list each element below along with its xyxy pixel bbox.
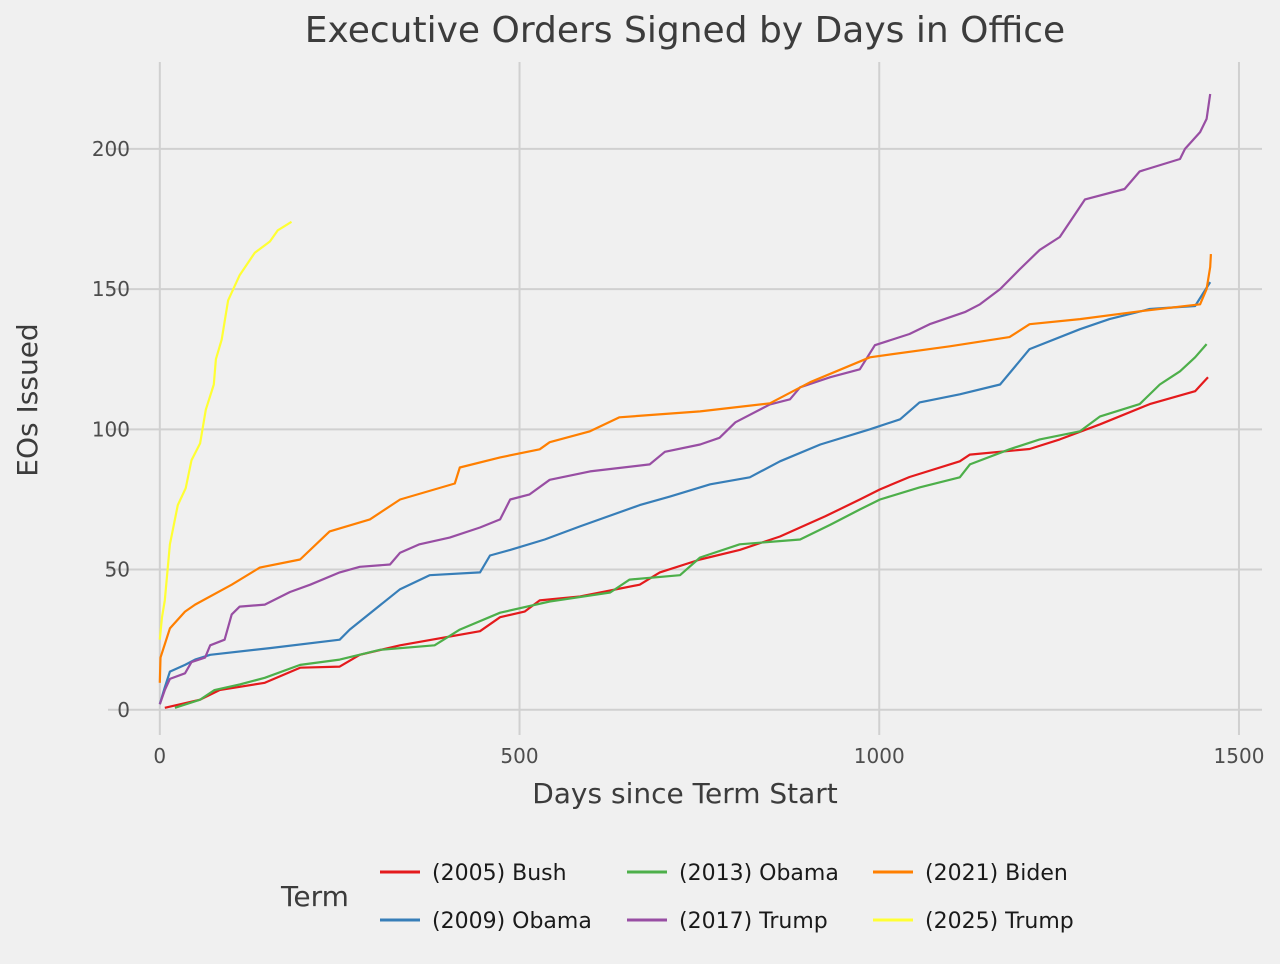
legend-label: (2005) Bush [432, 861, 567, 886]
y-tick-label: 200 [92, 137, 130, 161]
legend-label: (2025) Trump [925, 909, 1074, 934]
x-tick-label: 1000 [854, 744, 905, 768]
chart-title: Executive Orders Signed by Days in Offic… [305, 10, 1065, 51]
y-tick-label: 0 [117, 698, 130, 722]
legend: Term (2005) Bush (2009) Obama (2013) Obama… [280, 861, 1074, 934]
x-tick-label: 1500 [1214, 744, 1265, 768]
series-lines [158, 93, 1212, 709]
x-tick-label: 0 [153, 744, 166, 768]
series-line-2017-trump [158, 93, 1212, 705]
legend-title: Term [280, 880, 349, 913]
series-line-2013-obama [174, 343, 1208, 709]
y-axis-label: EOs Issued [11, 323, 44, 476]
series-line-2021-biden [158, 254, 1212, 683]
legend-label: (2017) Trump [679, 909, 828, 934]
series-line-2025-trump [158, 220, 293, 640]
series-line-2009-obama [158, 281, 1212, 705]
legend-label: (2021) Biden [925, 861, 1068, 886]
y-tick-label: 150 [92, 277, 130, 301]
tick-labels: 0 50 100 150 200 0 500 1000 1500 [92, 137, 1265, 768]
y-tick-label: 100 [92, 417, 130, 441]
legend-label: (2009) Obama [432, 909, 592, 934]
legend-label: (2013) Obama [679, 861, 839, 886]
series-line-2005-bush [164, 376, 1209, 709]
x-tick-label: 500 [500, 744, 538, 768]
y-tick-label: 50 [105, 558, 130, 582]
grid [108, 62, 1262, 735]
x-axis-label: Days since Term Start [532, 777, 838, 810]
